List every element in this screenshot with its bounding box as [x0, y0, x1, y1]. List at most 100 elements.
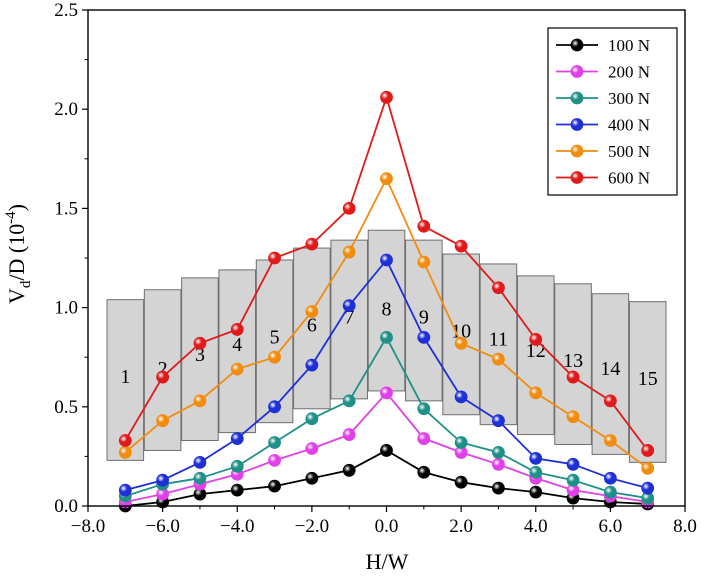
x-tick-label: −4.0 [220, 516, 254, 537]
point-600-n-13 [603, 394, 617, 408]
point-100-n-9 [454, 475, 468, 489]
point-300-n-6 [342, 394, 356, 408]
point-500-n-2 [193, 394, 207, 408]
y-tick-label: 0.0 [54, 496, 78, 517]
point-100-n-5 [305, 471, 319, 485]
point-600-n-12 [566, 370, 580, 384]
point-100-n-4 [268, 479, 281, 493]
point-500-n-12 [566, 410, 580, 424]
region-label-2: 2 [158, 358, 168, 380]
legend-label-400-n: 400 N [608, 116, 650, 135]
point-600-n-3 [230, 323, 244, 336]
point-500-n-14 [641, 461, 655, 475]
region-box-12 [516, 275, 555, 436]
point-100-n-6 [342, 463, 356, 477]
point-400-n-14 [641, 481, 655, 495]
point-500-n-8 [417, 255, 431, 269]
x-axis-title: H/W [366, 549, 409, 574]
point-400-n-11 [529, 451, 543, 465]
point-100-n-8 [417, 465, 431, 479]
region-box-10 [442, 253, 480, 416]
point-500-n-9 [454, 336, 468, 350]
region-label-6: 6 [307, 314, 317, 336]
region-label-1: 1 [120, 366, 130, 388]
region-label-8: 8 [382, 299, 392, 321]
region-label-3: 3 [195, 344, 205, 366]
point-300-n-12 [566, 473, 580, 487]
point-300-n-2 [193, 471, 207, 485]
point-300-n-11 [529, 465, 543, 479]
point-600-n-1 [156, 370, 170, 384]
region-label-9: 9 [419, 306, 429, 328]
point-400-n-2 [193, 455, 207, 469]
y-axis-title: Vd/D (10-4) [3, 204, 34, 304]
legend-label-500-n: 500 N [608, 142, 650, 161]
legend: 100 N 200 N 300 N 400 N 500 N 600 N [547, 27, 678, 196]
point-600-n-6 [342, 201, 356, 215]
region-label-13: 13 [563, 350, 583, 372]
point-500-n-6 [342, 245, 356, 259]
axes-layer: −8.0 −6.0 −4.0 −2.0 0.0 2.0 4.0 6.0 8.0 0.0 0.5 1.0… [54, 0, 697, 537]
x-tick-label: 6.0 [599, 516, 623, 537]
region-label-5: 5 [270, 326, 280, 348]
region-label-10: 10 [451, 320, 471, 342]
y-tick-label: 2.0 [54, 99, 78, 120]
point-600-n-14 [641, 444, 655, 457]
point-100-n-7 [380, 444, 393, 457]
point-300-n-9 [454, 436, 468, 449]
series-layer [118, 90, 655, 513]
legend-marker-600-n [570, 171, 584, 184]
point-600-n-0 [118, 434, 132, 447]
point-500-n-11 [529, 386, 543, 400]
point-100-n-11 [529, 485, 543, 499]
point-400-n-6 [342, 299, 356, 313]
region-box-14 [591, 293, 630, 455]
point-500-n-0 [118, 446, 132, 459]
legend-label-200-n: 200 N [608, 63, 650, 82]
legend-box [547, 27, 678, 196]
region-box-6 [293, 247, 331, 410]
point-600-n-2 [193, 336, 207, 350]
point-200-n-4 [268, 453, 281, 467]
point-500-n-7 [380, 172, 393, 186]
region-box-1 [106, 299, 145, 461]
region-label-12: 12 [526, 340, 546, 362]
point-400-n-4 [268, 400, 281, 414]
point-400-n-7 [380, 253, 393, 267]
legend-marker-300-n [570, 91, 584, 105]
x-tick-label: 8.0 [673, 516, 697, 537]
legend-label-300-n: 300 N [608, 89, 650, 108]
y-tick-label: 1.5 [54, 198, 78, 219]
x-tick-label: −8.0 [71, 516, 105, 537]
point-400-n-10 [492, 414, 505, 428]
point-200-n-7 [380, 386, 393, 400]
point-500-n-10 [492, 352, 505, 366]
legend-label-100-n: 100 N [608, 36, 650, 55]
legend-marker-100-n [570, 38, 584, 52]
point-200-n-5 [305, 442, 319, 455]
point-200-n-10 [492, 457, 505, 471]
region-box-9 [405, 239, 443, 402]
x-tick-label: −6.0 [145, 516, 179, 537]
point-300-n-13 [603, 485, 617, 499]
point-600-n-7 [380, 90, 393, 104]
point-500-n-13 [603, 434, 617, 447]
point-100-n-10 [492, 481, 505, 495]
point-600-n-10 [492, 281, 505, 295]
point-500-n-5 [305, 305, 319, 318]
x-tick-label: −2.0 [295, 516, 329, 537]
point-500-n-3 [230, 362, 244, 376]
point-200-n-6 [342, 428, 356, 441]
legend-marker-500-n [570, 144, 584, 158]
x-tick-label: 4.0 [524, 516, 548, 537]
point-600-n-4 [268, 251, 281, 265]
point-400-n-13 [603, 471, 617, 485]
legend-marker-200-n [570, 65, 584, 78]
point-400-n-8 [417, 330, 431, 344]
point-500-n-1 [156, 414, 170, 428]
region-label-11: 11 [489, 328, 508, 350]
point-300-n-5 [305, 412, 319, 426]
region-box-4 [218, 269, 257, 434]
